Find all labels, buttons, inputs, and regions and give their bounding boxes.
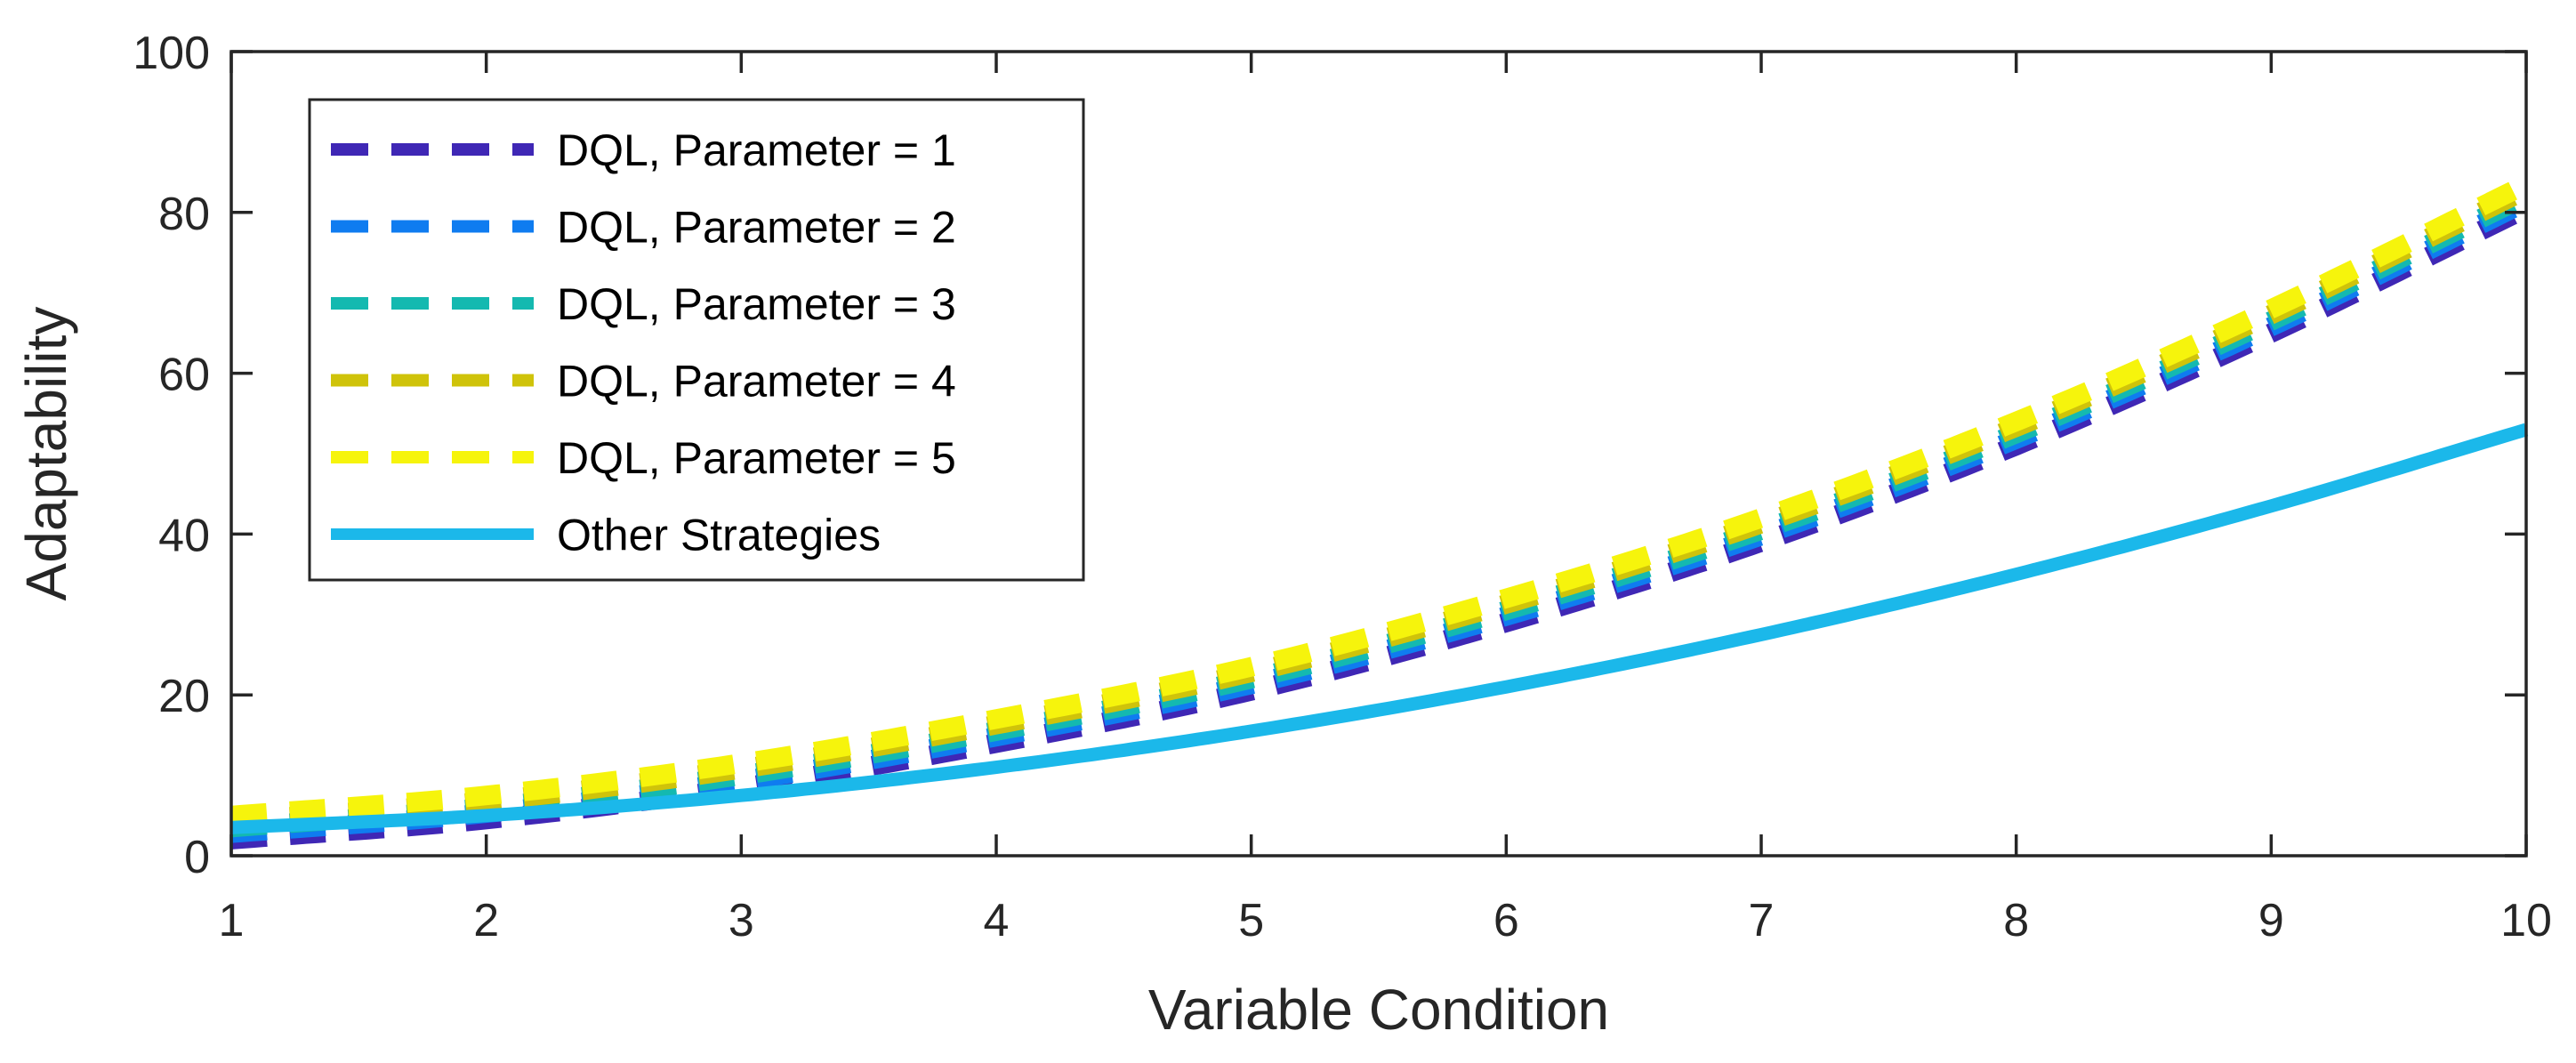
x-tick-label: 3 — [729, 895, 754, 946]
y-tick-label: 20 — [158, 671, 210, 722]
x-tick-label: 6 — [1493, 895, 1519, 946]
x-tick-label: 4 — [984, 895, 1010, 946]
y-axis-label: Adaptability — [14, 307, 78, 601]
series-layer — [230, 175, 2531, 850]
legend-items: DQL, Parameter = 1 DQL, Parameter = 2 DQL,… — [331, 125, 956, 560]
legend-label-5: DQL, Parameter = 5 — [557, 433, 956, 483]
x-tick-label: 2 — [473, 895, 499, 946]
axes-box — [229, 50, 2528, 858]
x-tick-label: 5 — [1238, 895, 1264, 946]
x-axis-label: Variable Condition — [1148, 978, 1609, 1042]
series-line-5 — [230, 175, 2531, 825]
legend-label-3: DQL, Parameter = 3 — [557, 279, 956, 329]
x-tick-label: 8 — [2003, 895, 2029, 946]
legend: DQL, Parameter = 1 DQL, Parameter = 2 DQL,… — [308, 98, 1085, 582]
x-ticks: 1 2 3 4 5 6 7 8 9 10 — [219, 52, 2552, 946]
legend-label-2: DQL, Parameter = 2 — [557, 203, 956, 253]
x-tick-label: 7 — [1749, 895, 1775, 946]
series-line-6 — [230, 423, 2529, 834]
y-tick-label: 0 — [184, 832, 210, 883]
legend-label-4: DQL, Parameter = 4 — [557, 357, 956, 407]
x-tick-label: 1 — [219, 895, 245, 946]
y-tick-label: 100 — [133, 28, 210, 79]
y-tick-label: 80 — [158, 189, 210, 240]
legend-label-1: DQL, Parameter = 1 — [557, 125, 956, 175]
legend-box — [308, 98, 1085, 582]
legend-label-6: Other Strategies — [557, 511, 881, 560]
y-tick-label: 60 — [158, 350, 210, 401]
y-tick-label: 40 — [158, 510, 210, 561]
x-tick-label: 10 — [2500, 895, 2552, 946]
y-ticks: 0 20 40 60 80 100 — [133, 28, 2526, 883]
x-tick-label: 9 — [2258, 895, 2284, 946]
